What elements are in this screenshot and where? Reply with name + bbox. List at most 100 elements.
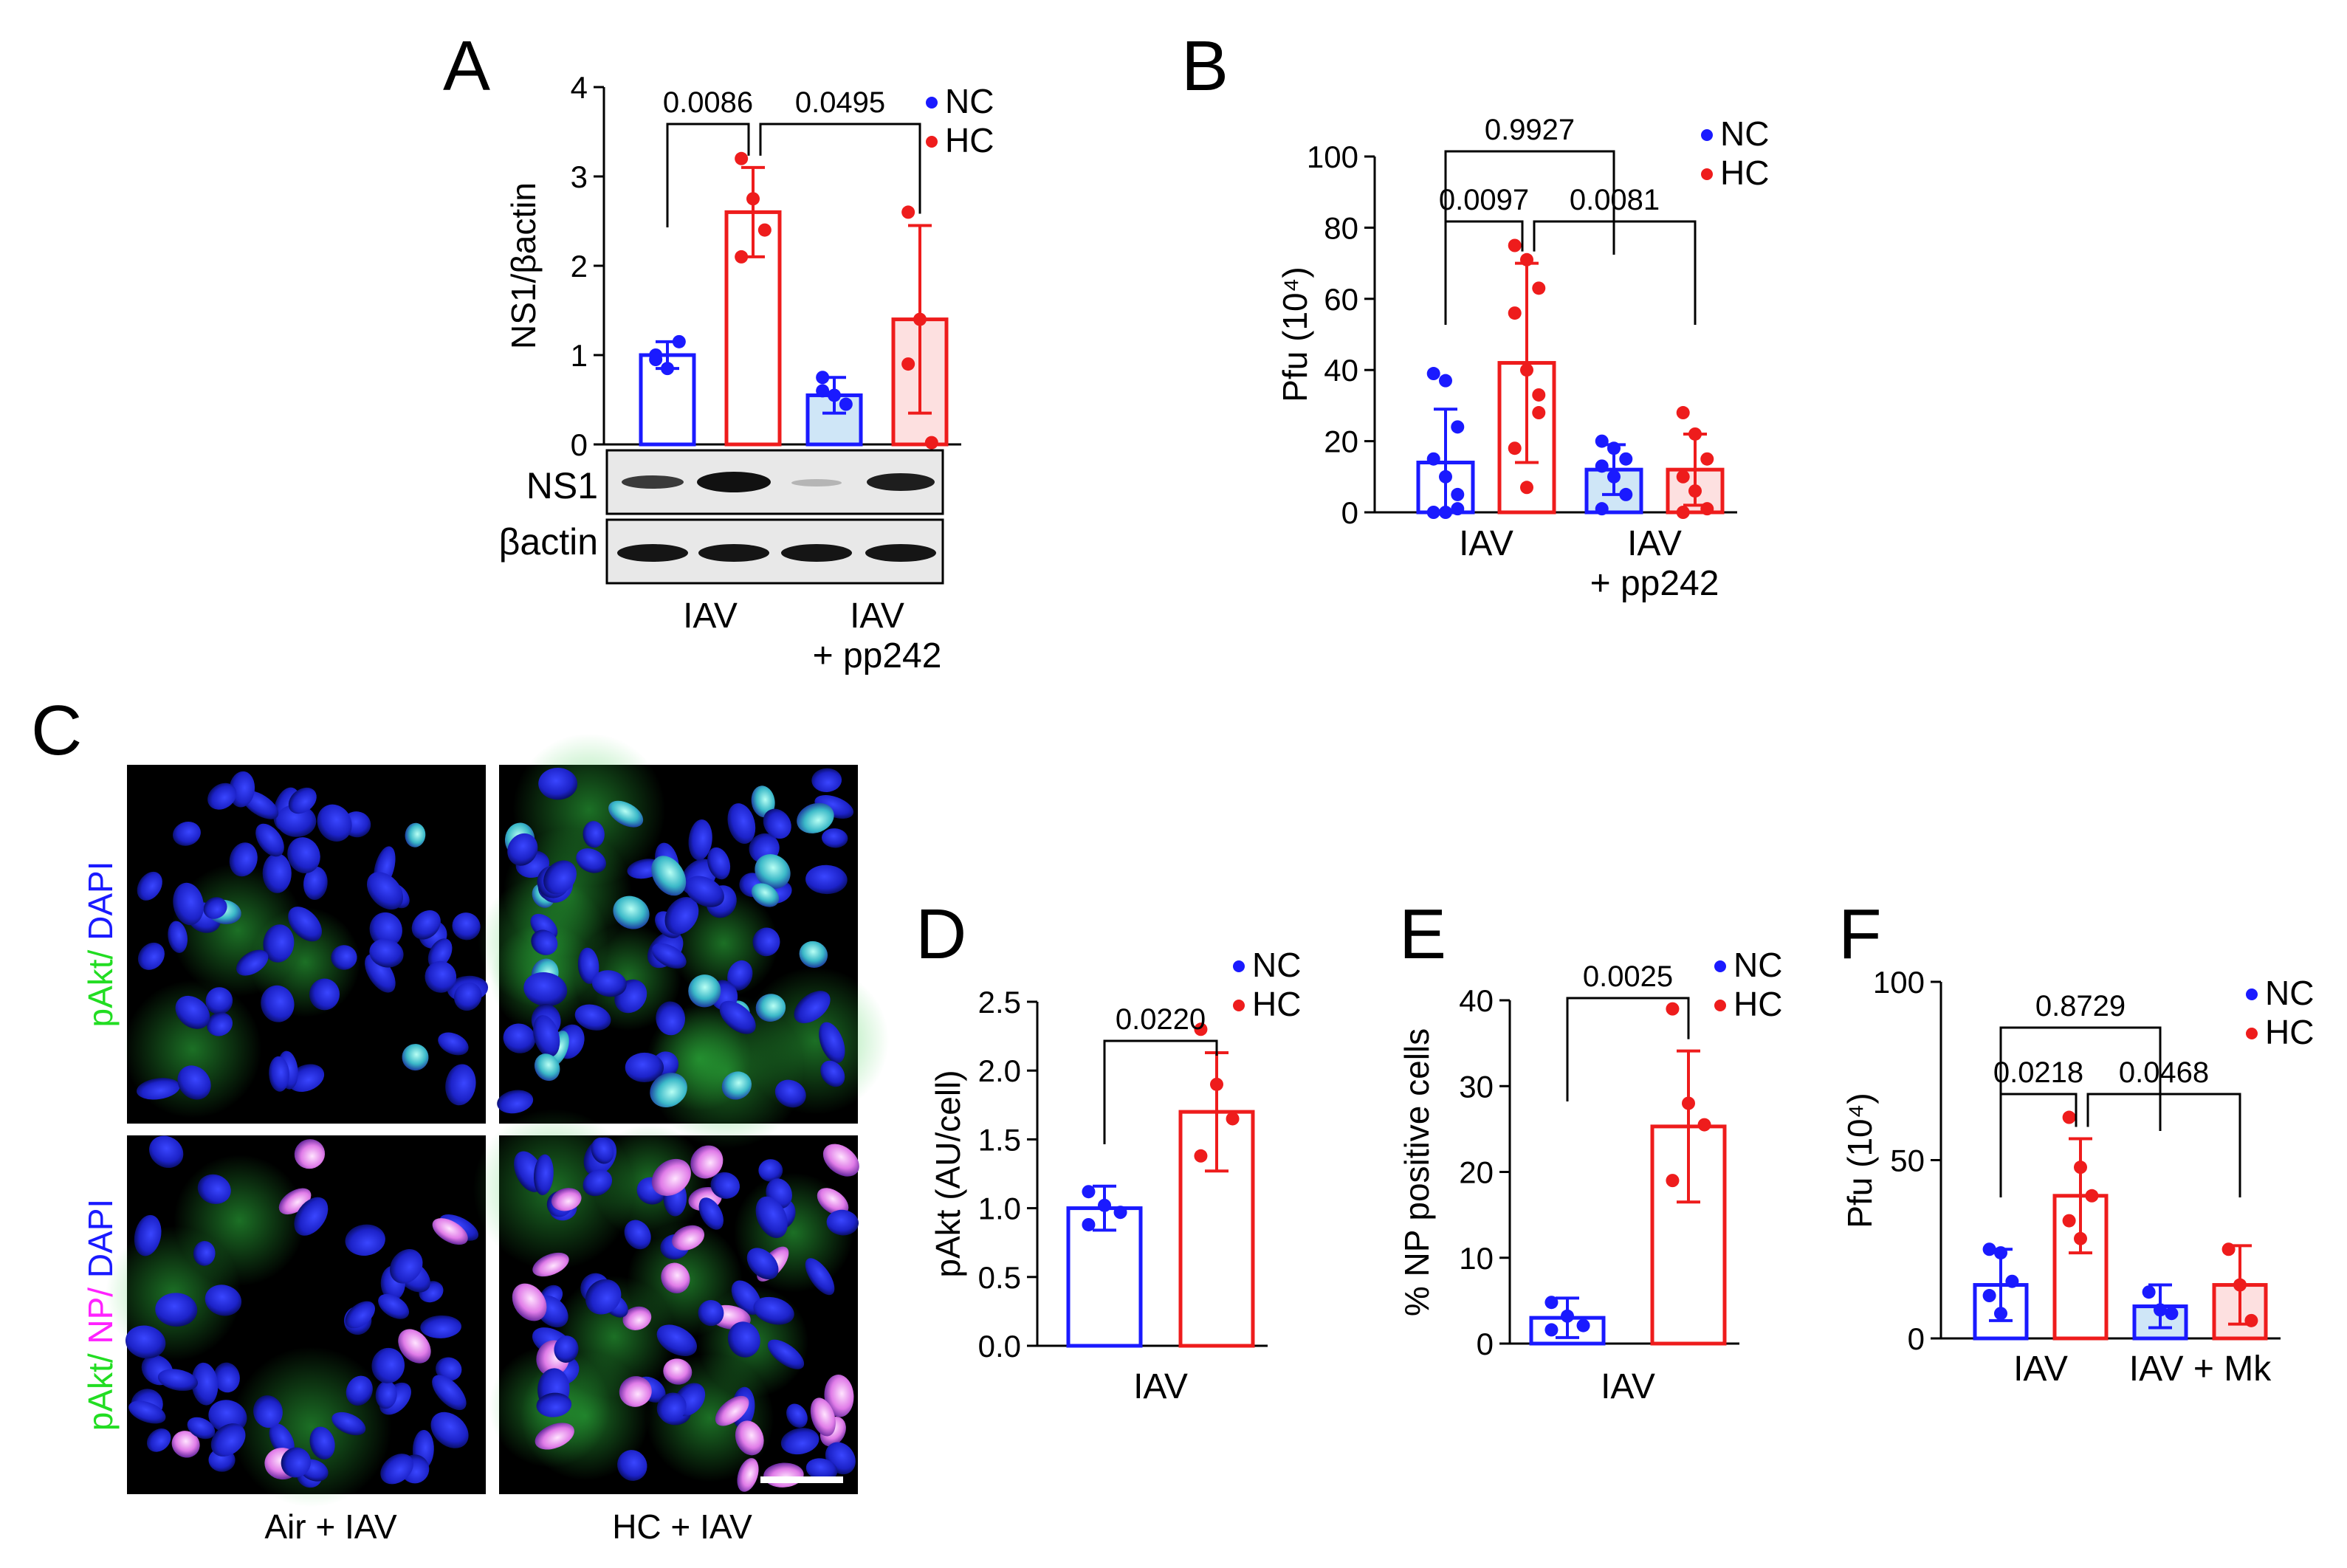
data-point bbox=[816, 371, 830, 385]
cell-nucleus bbox=[820, 1060, 845, 1087]
data-point bbox=[1595, 459, 1609, 473]
cell-nucleus bbox=[390, 1249, 423, 1284]
data-point bbox=[2165, 1307, 2179, 1321]
cell-nucleus bbox=[751, 883, 780, 907]
data-point bbox=[649, 353, 663, 367]
cell-nucleus bbox=[591, 1137, 614, 1164]
cell-nucleus bbox=[536, 1392, 572, 1417]
legend-marker-nc bbox=[2246, 988, 2258, 1000]
p-value-label: 0.0468 bbox=[2119, 1056, 2209, 1089]
cell-nucleus bbox=[262, 853, 292, 893]
cell-glow bbox=[741, 966, 890, 1115]
cell-nucleus bbox=[824, 1375, 854, 1417]
data-point bbox=[1508, 238, 1522, 252]
data-point bbox=[1439, 374, 1452, 388]
data-point bbox=[1426, 452, 1440, 466]
blot-band bbox=[617, 544, 688, 562]
significance-bracket bbox=[1444, 150, 1615, 255]
y-tick-label: 0 bbox=[1477, 1327, 1494, 1361]
cell-nucleus bbox=[503, 1023, 536, 1053]
cell-nucleus bbox=[427, 938, 453, 969]
cell-nucleus bbox=[454, 982, 482, 1011]
panel-label-b: B bbox=[1181, 27, 1229, 106]
data-point bbox=[1532, 388, 1546, 402]
data-point bbox=[1982, 1289, 1996, 1303]
cell-nucleus bbox=[583, 1169, 613, 1197]
data-point bbox=[1439, 506, 1452, 519]
cell-nucleus bbox=[532, 1252, 569, 1277]
micrograph-col-label-hc: HC + IAV bbox=[612, 1507, 752, 1546]
y-tick-label: 2.0 bbox=[978, 1053, 1021, 1088]
micrograph-cells bbox=[106, 733, 890, 1507]
cell-nucleus bbox=[554, 1335, 579, 1363]
cell-nucleus bbox=[685, 876, 724, 907]
legend-marker-nc bbox=[1701, 129, 1713, 141]
data-point bbox=[1676, 506, 1690, 519]
cell-nucleus bbox=[585, 1279, 622, 1315]
blot-band bbox=[791, 479, 842, 486]
cell-nucleus bbox=[207, 1012, 233, 1036]
cell-nucleus bbox=[690, 1145, 724, 1179]
cell-nucleus bbox=[136, 1078, 180, 1100]
y-tick-label: 3 bbox=[571, 159, 588, 194]
data-point bbox=[1426, 367, 1440, 381]
legend-marker-hc bbox=[1233, 1000, 1245, 1011]
cell-nucleus bbox=[624, 1220, 651, 1250]
data-point bbox=[2062, 1110, 2076, 1124]
cell-nucleus bbox=[375, 1380, 397, 1409]
y-tick-label: 50 bbox=[1890, 1144, 1925, 1178]
cell-nucleus bbox=[309, 1426, 335, 1459]
cell-nucleus bbox=[619, 1376, 652, 1407]
cell-nucleus bbox=[715, 1395, 749, 1426]
significance-bracket bbox=[1444, 220, 1524, 325]
cell-nucleus bbox=[445, 1064, 476, 1106]
y-axis-label: pAkt (AU/cell) bbox=[929, 1070, 967, 1277]
blot-band bbox=[867, 473, 935, 491]
cell-nucleus bbox=[173, 882, 204, 926]
cell-nucleus bbox=[137, 942, 165, 970]
group-label: IAV bbox=[1133, 1367, 1188, 1406]
cell-nucleus bbox=[551, 1188, 582, 1211]
cell-nucleus bbox=[531, 929, 558, 955]
cell-nucleus bbox=[155, 1293, 198, 1327]
data-point bbox=[1194, 1149, 1208, 1163]
legend-label-nc: NC bbox=[945, 82, 994, 120]
group-label: IAV bbox=[1627, 524, 1682, 563]
p-value-label: 0.0086 bbox=[663, 86, 753, 119]
y-tick-label: 100 bbox=[1873, 965, 1925, 1000]
cell-nucleus bbox=[591, 970, 627, 997]
data-point bbox=[1688, 484, 1702, 498]
cell-nucleus bbox=[303, 866, 328, 900]
data-point bbox=[2244, 1313, 2258, 1327]
data-point bbox=[2221, 1242, 2236, 1256]
y-tick-label: 4 bbox=[571, 70, 588, 105]
micrograph-col-label-air: Air + IAV bbox=[264, 1507, 397, 1546]
data-point bbox=[1595, 502, 1609, 516]
cell-nucleus bbox=[365, 954, 396, 993]
legend-marker-hc bbox=[1701, 168, 1713, 180]
cell-nucleus bbox=[698, 1299, 724, 1327]
row-label-part: DAPI bbox=[81, 1199, 120, 1287]
y-tick-label: 0 bbox=[571, 427, 588, 462]
cell-nucleus bbox=[205, 1285, 242, 1316]
cell-nucleus bbox=[651, 1158, 691, 1196]
cell-nucleus bbox=[255, 823, 284, 857]
y-tick-label: 40 bbox=[1459, 983, 1494, 1018]
cell-nucleus bbox=[438, 1032, 469, 1056]
cell-nucleus bbox=[346, 1375, 373, 1406]
cell-nucleus bbox=[755, 854, 791, 889]
cell-nucleus bbox=[261, 985, 295, 1022]
cell-nucleus bbox=[794, 991, 831, 1024]
group-label: + pp242 bbox=[1590, 564, 1719, 603]
cell-nucleus bbox=[622, 1306, 652, 1330]
data-point bbox=[1982, 1242, 1996, 1256]
cell-nucleus bbox=[613, 895, 650, 929]
cell-nucleus bbox=[125, 1325, 166, 1359]
cell-nucleus bbox=[753, 1296, 794, 1325]
cell-nucleus bbox=[688, 819, 712, 861]
cell-nucleus bbox=[331, 945, 357, 970]
group-label: + pp242 bbox=[813, 636, 942, 675]
cell-nucleus bbox=[191, 1362, 219, 1406]
